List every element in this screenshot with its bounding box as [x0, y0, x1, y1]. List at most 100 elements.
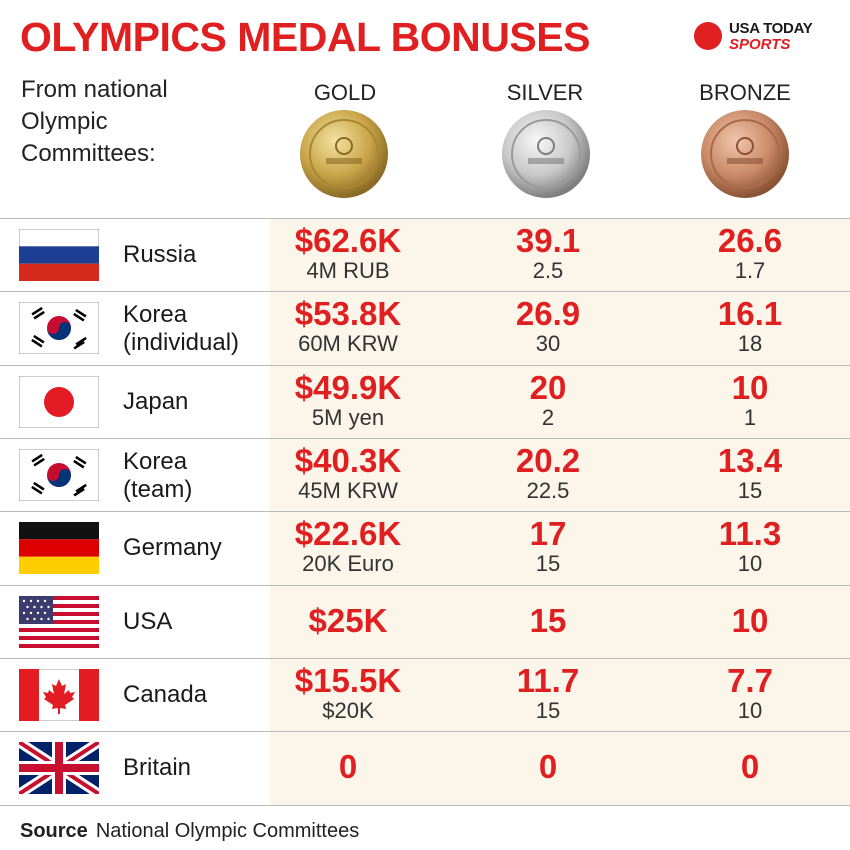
bronze-bonus-usd: 11.3 — [718, 515, 782, 553]
row-background — [270, 658, 850, 732]
britain-flag-icon — [16, 737, 102, 799]
gold-bonus-cell: $40.3K 45M KRW — [263, 441, 433, 503]
bronze-bonus-usd: 0 — [740, 748, 760, 786]
silver-bonus-cell: 39.1 2.5 — [463, 223, 633, 283]
silver-bonus-usd: 26.9 — [515, 295, 581, 333]
bronze-bonus-cell: 11.3 10 — [665, 516, 835, 576]
bronze-bonus-local: 10 — [737, 551, 763, 577]
russia-flag-icon — [18, 228, 100, 282]
country-name: USA — [123, 608, 172, 636]
bronze-bonus-local: 18 — [737, 331, 763, 357]
country-name: Russia — [123, 241, 196, 269]
bronze-bonus-cell: 7.7 10 — [665, 662, 835, 723]
subtitle-line: Committees: — [21, 140, 156, 167]
column-header-silver: SILVER — [506, 80, 584, 105]
subtitle-line: From national — [21, 76, 168, 103]
silver-bonus-cell: 11.7 15 — [463, 661, 633, 723]
gold-bonus-cell: 0 — [263, 749, 433, 785]
bronze-bonus-cell: 0 — [665, 749, 835, 785]
bronze-bonus-usd: 26.6 — [717, 222, 783, 259]
south-korea-flag-icon — [18, 301, 100, 355]
table-row: Britain 0 0 0 — [0, 731, 850, 807]
bronze-bonus-usd: 13.4 — [717, 441, 783, 479]
south-korea-flag-icon — [18, 448, 100, 502]
column-header-bronze: BRONZE — [699, 80, 791, 105]
silver-bonus-usd: 17 — [529, 515, 567, 553]
gold-bonus-usd: $62.6K — [294, 222, 402, 259]
country-name: Korea (individual) — [123, 301, 239, 357]
country-name-line: Russia — [123, 241, 197, 268]
gold-bonus-local: 45M KRW — [298, 477, 398, 503]
logo-line-2: SPORTS — [729, 36, 791, 53]
country-name: Britain — [123, 754, 191, 782]
gold-bonus-cell: $53.8K 60M KRW — [263, 296, 433, 356]
bronze-bonus-cell: 13.4 15 — [665, 441, 835, 503]
bronze-bonus-local: 10 — [737, 697, 763, 723]
bronze-bonus-usd: 10 — [731, 368, 769, 406]
silver-bonus-cell: 17 15 — [463, 516, 633, 576]
gold-bonus-local: 5M yen — [311, 404, 385, 430]
gold-bonus-cell: $15.5K $20K — [263, 661, 433, 723]
gold-bonus-usd: $40.3K — [294, 441, 402, 479]
silver-bonus-local: 30 — [535, 331, 561, 357]
silver-bonus-usd: 15 — [529, 601, 567, 639]
gold-bonus-cell: $62.6K 4M RUB — [263, 223, 433, 283]
source-text: National Olympic Committees — [95, 820, 360, 842]
gold-bonus-cell: $22.6K 20K Euro — [263, 516, 433, 576]
column-header-gold: GOLD — [313, 80, 377, 105]
gold-bonus-usd: $53.8K — [294, 295, 402, 333]
country-name-line: Germany — [123, 534, 222, 562]
gold-bonus-usd: $15.5K — [294, 661, 402, 699]
country-name: Germany — [123, 534, 222, 562]
japan-flag-icon — [18, 375, 100, 429]
silver-bonus-local: 2.5 — [532, 258, 564, 283]
gold-bonus-local: $20K — [322, 697, 374, 723]
row-background — [270, 438, 850, 512]
bronze-bonus-cell: 26.6 1.7 — [665, 223, 835, 283]
bronze-medal-icon — [701, 110, 789, 198]
gold-bonus-usd: $49.9K — [294, 368, 402, 406]
row-background — [270, 365, 850, 439]
country-name-line: (individual) — [123, 329, 240, 357]
bronze-bonus-usd: 10 — [731, 601, 769, 639]
table-row: Russia $62.6K 4M RUB 39.1 2.5 26.6 1.7 — [0, 218, 850, 292]
subtitle: From national Olympic Committees: — [21, 74, 168, 170]
country-name-line: Korea — [123, 447, 188, 475]
gold-bonus-cell: $49.9K 5M yen — [263, 368, 433, 430]
silver-bonus-usd: 20 — [529, 368, 567, 406]
table-row: Canada $15.5K $20K 11.7 15 7.7 10 — [0, 657, 850, 732]
silver-bonus-cell: 0 — [463, 749, 633, 785]
bronze-bonus-cell: 10 — [665, 601, 835, 639]
silver-bonus-local: 22.5 — [526, 477, 570, 503]
silver-bonus-usd: 20.2 — [515, 441, 581, 479]
gold-bonus-local: 60M KRW — [298, 331, 398, 357]
canada-flag-icon — [18, 668, 100, 722]
germany-flag-icon — [19, 522, 99, 575]
silver-bonus-local: 2 — [541, 404, 555, 430]
bronze-bonus-usd: 16.1 — [717, 295, 783, 333]
gold-bonus-cell: $25K — [263, 602, 433, 639]
country-name: Korea (team) — [123, 448, 192, 504]
silver-bonus-local: 15 — [535, 697, 561, 723]
country-name-line: Korea — [123, 301, 188, 329]
country-name-line: (team) — [123, 475, 193, 503]
gold-medal-icon — [300, 110, 388, 198]
row-background — [270, 512, 850, 586]
row-background — [270, 732, 850, 806]
silver-bonus-usd: 11.7 — [516, 661, 580, 699]
row-background — [270, 585, 850, 659]
table-row: Korea (individual) $53.8K 60M KRW 26.9 30 16.1… — [0, 291, 850, 366]
bronze-bonus-cell: 16.1 18 — [665, 296, 835, 356]
usa-today-sports-logo: USA TODAY SPORTS — [694, 20, 834, 54]
silver-bonus-cell: 20.2 22.5 — [463, 441, 633, 503]
source-label: Source — [20, 820, 88, 842]
row-background — [270, 292, 850, 366]
source-note: Source National Olympic Committees — [20, 820, 359, 843]
gold-bonus-local: 4M RUB — [306, 258, 390, 283]
table-row: Korea (team) $40.3K 45M KRW 20.2 22.5 13.4 15 — [0, 437, 850, 512]
table-row: Germany $22.6K 20K Euro 17 15 11.3 10 — [0, 511, 850, 586]
silver-bonus-usd: 39.1 — [515, 222, 581, 259]
silver-bonus-cell: 20 2 — [463, 368, 633, 430]
bronze-bonus-local: 1 — [743, 404, 757, 430]
gold-bonus-usd: 0 — [338, 748, 358, 786]
